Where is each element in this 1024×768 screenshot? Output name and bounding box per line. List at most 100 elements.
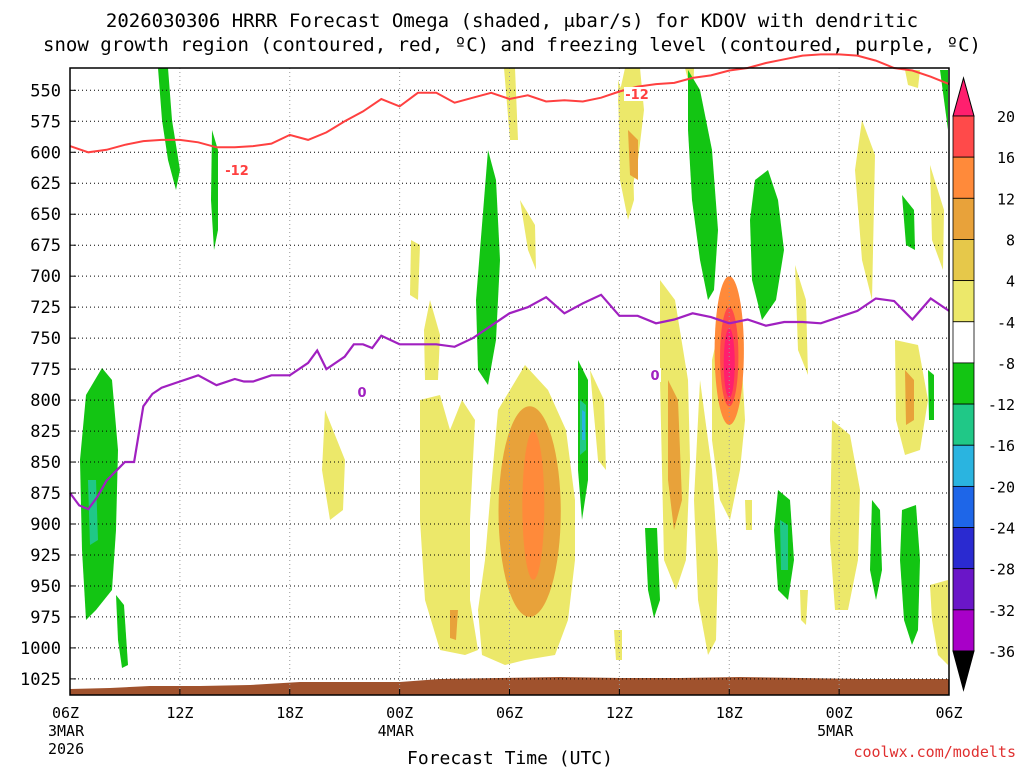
y-tick-label: 900: [30, 515, 61, 535]
colorbar-label: -20: [988, 478, 1015, 496]
ascent-region: [420, 395, 478, 655]
y-tick-label: 700: [30, 267, 61, 287]
label-backdrop: [649, 368, 661, 382]
dgz-label: -12: [225, 164, 249, 179]
y-tick-label: 625: [30, 174, 61, 194]
colorbar-swatch: [952, 156, 975, 199]
descent-region-12: [582, 410, 585, 440]
colorbar-label: -28: [988, 561, 1015, 579]
y-tick-label: 875: [30, 484, 61, 504]
x-tick-date: 5MAR: [817, 722, 854, 740]
colorbar-label: -32: [988, 602, 1015, 620]
descent-region: [476, 150, 500, 385]
colorbar-swatch: [952, 609, 975, 652]
descent-region: [211, 130, 218, 250]
y-tick-label: 1000: [20, 639, 61, 659]
dgz-contour-labels: -12 -12: [224, 87, 650, 179]
descent-region: [870, 500, 882, 600]
y-tick-label: 725: [30, 298, 61, 318]
label-backdrop: [224, 163, 250, 177]
ascent-region-8: [905, 370, 914, 425]
descent-region: [902, 195, 915, 250]
freezing-label: 0: [357, 386, 366, 401]
x-tick-label: 00Z: [826, 704, 853, 722]
y-tick-label: 650: [30, 205, 61, 225]
dgz-contour-line: [69, 53, 950, 154]
descent-region: [688, 70, 718, 300]
ascent-region: [795, 265, 808, 375]
y-tick-label: 775: [30, 360, 61, 380]
x-tick-label: 06Z: [496, 704, 523, 722]
y-axis-ticks: 550 575 600 625 650 675 700 725 750 775 800 825 850 8…: [20, 81, 76, 690]
ascent-region: [520, 200, 536, 270]
ascent-region: [855, 120, 875, 300]
colorbar-label: -36: [988, 643, 1015, 661]
ascent-region-8: [450, 610, 458, 640]
x-tick-label: 12Z: [166, 704, 193, 722]
colorbar-label: -8: [997, 355, 1015, 373]
colorbar-swatch: [952, 527, 975, 570]
colorbar-label: -24: [988, 520, 1015, 538]
colorbar-label: 8: [1006, 231, 1015, 249]
y-tick-label: 925: [30, 546, 61, 566]
colorbar-swatch: [952, 239, 975, 282]
y-tick-label: 975: [30, 608, 61, 628]
ascent-region: [504, 68, 518, 140]
ascent-region: [830, 420, 860, 610]
x-tick-label: 00Z: [386, 704, 413, 722]
y-tick-label: 600: [30, 143, 61, 163]
colorbar-label: -12: [988, 396, 1015, 414]
ascent-region: [930, 165, 944, 270]
ascent-region: [424, 300, 440, 380]
colorbar-swatch: [952, 115, 975, 158]
freezing-label: 0: [650, 369, 659, 384]
colorbar-swatch: [952, 362, 975, 405]
x-tick-label: 12Z: [606, 704, 633, 722]
colorbar-bottom-arrow: [952, 650, 975, 692]
x-tick-label: 06Z: [935, 704, 962, 722]
descent-region: [116, 595, 128, 668]
descent-region: [900, 505, 920, 645]
freezing-level-contour-line: [69, 293, 950, 511]
colorbar-top-arrow: [952, 76, 975, 117]
y-tick-label: 575: [30, 112, 61, 132]
y-tick-label: 825: [30, 422, 61, 442]
colorbar-swatch: [952, 444, 975, 487]
ascent-region: [614, 630, 622, 660]
chart-title-line-2: snow growth region (contoured, red, ºC) …: [43, 34, 981, 56]
chart-title-line-1: 2026030306 HRRR Forecast Omega (shaded, …: [106, 10, 918, 32]
y-tick-label: 800: [30, 391, 61, 411]
y-tick-label: 950: [30, 577, 61, 597]
ascent-region: [745, 500, 752, 530]
ascent-region-8: [668, 380, 682, 530]
colorbar-label: -16: [988, 437, 1015, 455]
ascent-core: [723, 328, 735, 398]
label-backdrop: [356, 385, 368, 399]
ascent-region: [800, 590, 808, 625]
x-tick-date: 3MAR: [48, 722, 85, 740]
x-tick-label: 18Z: [716, 704, 743, 722]
colorbar-swatch: [952, 280, 975, 323]
colorbar-label: 12: [997, 190, 1015, 208]
x-tick-date: 4MAR: [378, 722, 415, 740]
colorbar-label: 20: [997, 108, 1015, 126]
ascent-core: [522, 431, 545, 580]
y-tick-label: 1025: [20, 670, 61, 690]
descent-region: [158, 68, 180, 190]
x-tick-label: 06Z: [52, 704, 79, 722]
ascent-region: [930, 580, 948, 665]
y-tick-label: 850: [30, 453, 61, 473]
descent-region: [750, 170, 784, 320]
ascent-region: [322, 410, 345, 520]
colorbar-label: 4: [1006, 273, 1015, 291]
descent-region: [940, 70, 948, 130]
colorbar-label: -4: [997, 314, 1015, 332]
y-tick-label: 750: [30, 329, 61, 349]
ascent-region: [410, 240, 420, 300]
descent-region-8: [88, 480, 98, 545]
colorbar-label: 16: [997, 149, 1015, 167]
colorbar-swatch: [952, 485, 975, 528]
y-tick-label: 675: [30, 236, 61, 256]
